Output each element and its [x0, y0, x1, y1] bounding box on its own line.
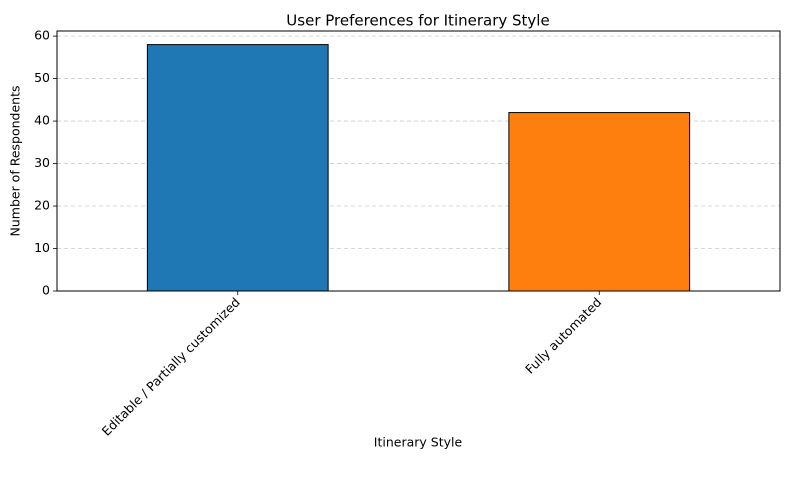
bar [146, 44, 329, 292]
bar [508, 112, 691, 292]
y-tick-label: 40 [34, 113, 50, 128]
y-axis-label: Number of Respondents [8, 85, 23, 236]
y-tick-label: 20 [34, 198, 50, 213]
y-tick-label: 0 [42, 283, 50, 298]
y-tick-label: 30 [34, 155, 50, 170]
y-tick-label: 50 [34, 70, 50, 85]
y-tick-label: 10 [34, 240, 50, 255]
y-tick-label: 60 [34, 28, 50, 43]
x-tick-label: Editable / Partially customized [99, 295, 243, 439]
x-axis-label: Itinerary Style [374, 435, 463, 450]
chart-title: User Preferences for Itinerary Style [286, 12, 549, 30]
x-tick-label: Fully automated [522, 295, 604, 377]
plot-frame [56, 30, 781, 292]
